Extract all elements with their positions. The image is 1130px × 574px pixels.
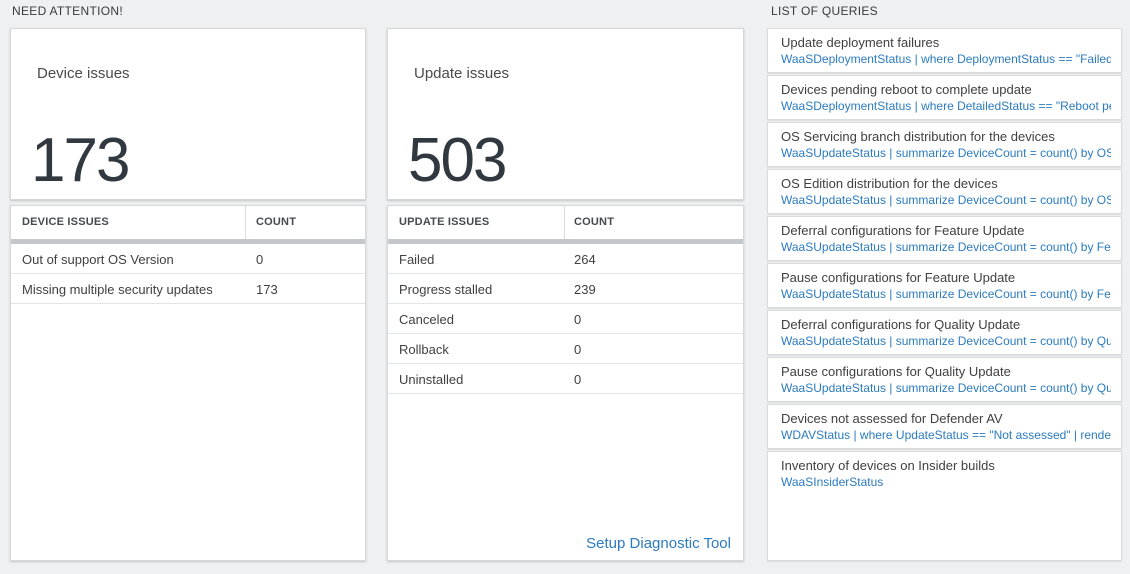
query-title: Pause configurations for Feature Update: [781, 270, 1016, 285]
query-item[interactable]: OS Edition distribution for the devices …: [767, 169, 1122, 214]
update-issues-table: UPDATE ISSUES COUNT Failed 264 Progress …: [387, 205, 744, 561]
query-code: WaaSUpdateStatus | summarize DeviceCount…: [781, 287, 1111, 301]
query-title: Devices not assessed for Defender AV: [781, 411, 1003, 426]
query-code: WaaSUpdateStatus | summarize DeviceCount…: [781, 193, 1111, 207]
query-item[interactable]: OS Servicing branch distribution for the…: [767, 122, 1122, 167]
need-attention-section-title: NEED ATTENTION!: [12, 4, 123, 18]
update-issues-tile-title: Update issues: [414, 65, 510, 82]
query-code: WaaSUpdateStatus | summarize DeviceCount…: [781, 334, 1111, 348]
query-code: WDAVStatus | where UpdateStatus == "Not …: [781, 428, 1111, 442]
issue-label: Progress stalled: [399, 282, 493, 297]
query-list: Update deployment failures WaaSDeploymen…: [767, 28, 1122, 561]
query-code: WaaSDeploymentStatus | where DetailedSta…: [781, 99, 1111, 113]
query-title: Inventory of devices on Insider builds: [781, 458, 995, 473]
horizontal-scrollbar[interactable]: [388, 239, 743, 244]
count-column-header: COUNT: [574, 216, 615, 228]
query-code: WaaSUpdateStatus | summarize DeviceCount…: [781, 146, 1111, 160]
query-title: Deferral configurations for Quality Upda…: [781, 317, 1021, 332]
issue-count: 0: [256, 252, 264, 267]
update-issues-tile[interactable]: Update issues 503: [387, 28, 744, 200]
table-row[interactable]: Failed 264: [388, 244, 743, 274]
query-code: WaaSInsiderStatus: [781, 475, 884, 489]
issue-count: 0: [574, 372, 582, 387]
issue-label: Missing multiple security updates: [22, 282, 213, 297]
issue-label: Out of support OS Version: [22, 252, 174, 267]
table-row[interactable]: Canceled 0: [388, 304, 743, 334]
query-code: WaaSDeploymentStatus | where DeploymentS…: [781, 52, 1111, 66]
issue-label: Failed: [399, 252, 435, 267]
query-item[interactable]: Devices pending reboot to complete updat…: [767, 75, 1122, 120]
table-row[interactable]: Rollback 0: [388, 334, 743, 364]
device-issues-column-header: DEVICE ISSUES: [22, 216, 109, 228]
device-issues-tile[interactable]: Device issues 173: [10, 28, 366, 200]
query-item[interactable]: Update deployment failures WaaSDeploymen…: [767, 28, 1122, 73]
column-divider: [245, 206, 246, 239]
query-item[interactable]: Pause configurations for Quality Update …: [767, 357, 1122, 402]
issue-count: 0: [574, 312, 582, 327]
update-issues-count: 503: [408, 126, 507, 196]
query-title: Pause configurations for Quality Update: [781, 364, 1011, 379]
query-code: WaaSUpdateStatus | summarize DeviceCount…: [781, 381, 1111, 395]
query-item[interactable]: Pause configurations for Feature Update …: [767, 263, 1122, 308]
device-issues-table: DEVICE ISSUES COUNT Out of support OS Ve…: [10, 205, 366, 561]
query-title: OS Servicing branch distribution for the…: [781, 129, 1055, 144]
device-issues-table-header: DEVICE ISSUES COUNT: [11, 206, 365, 239]
issue-label: Canceled: [399, 312, 454, 327]
query-title: Deferral configurations for Feature Upda…: [781, 223, 1025, 238]
device-issues-tile-title: Device issues: [37, 65, 130, 82]
table-row[interactable]: Missing multiple security updates 173: [11, 274, 365, 304]
query-item[interactable]: Deferral configurations for Feature Upda…: [767, 216, 1122, 261]
query-title: OS Edition distribution for the devices: [781, 176, 998, 191]
count-column-header: COUNT: [256, 216, 297, 228]
query-title: Update deployment failures: [781, 35, 940, 50]
update-issues-table-header: UPDATE ISSUES COUNT: [388, 206, 743, 239]
horizontal-scrollbar[interactable]: [11, 239, 365, 244]
device-issues-count: 173: [31, 126, 130, 196]
query-code: WaaSUpdateStatus | summarize DeviceCount…: [781, 240, 1111, 254]
query-item[interactable]: Inventory of devices on Insider builds W…: [767, 451, 1122, 561]
list-of-queries-section-title: LIST OF QUERIES: [771, 4, 878, 18]
setup-diagnostic-tool-link[interactable]: Setup Diagnostic Tool: [586, 535, 731, 552]
update-issues-column-header: UPDATE ISSUES: [399, 216, 490, 228]
query-title: Devices pending reboot to complete updat…: [781, 82, 1032, 97]
column-divider: [564, 206, 565, 239]
table-row[interactable]: Progress stalled 239: [388, 274, 743, 304]
issue-count: 173: [256, 282, 278, 297]
query-item[interactable]: Devices not assessed for Defender AV WDA…: [767, 404, 1122, 449]
table-row[interactable]: Uninstalled 0: [388, 364, 743, 394]
issue-count: 0: [574, 342, 582, 357]
issue-label: Uninstalled: [399, 372, 464, 387]
table-row[interactable]: Out of support OS Version 0: [11, 244, 365, 274]
issue-count: 264: [574, 252, 596, 267]
issue-count: 239: [574, 282, 596, 297]
query-item[interactable]: Deferral configurations for Quality Upda…: [767, 310, 1122, 355]
issue-label: Rollback: [399, 342, 449, 357]
